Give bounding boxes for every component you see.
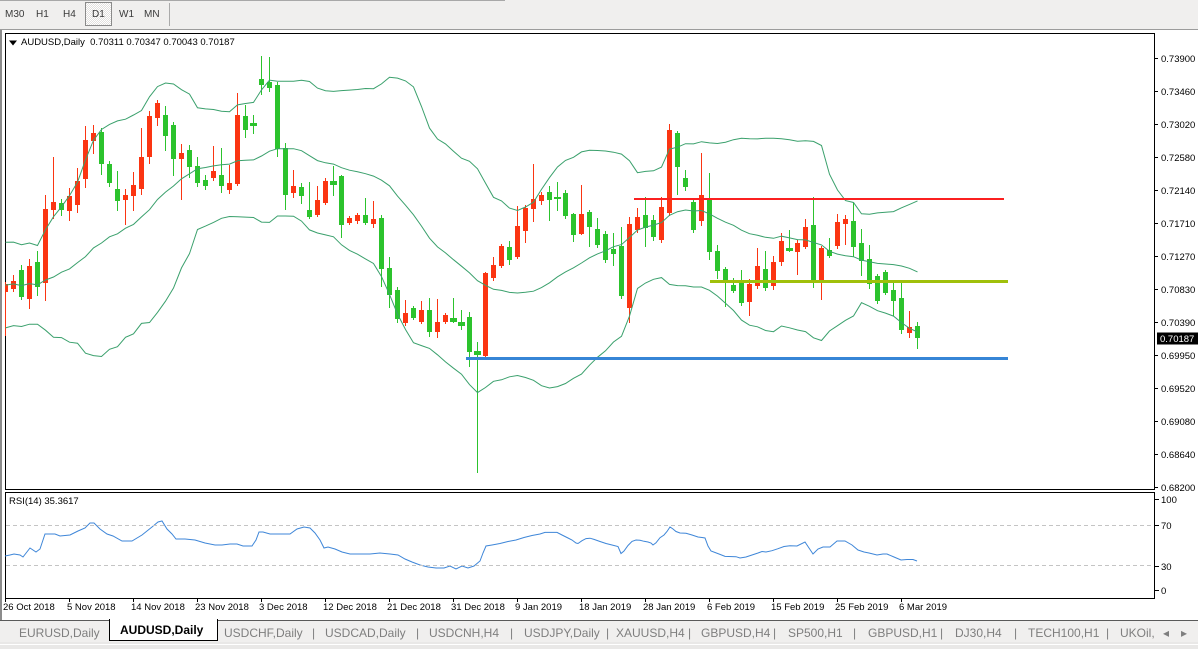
- svg-text:5 Nov 2018: 5 Nov 2018: [67, 602, 116, 613]
- svg-text:0.69520: 0.69520: [1161, 384, 1195, 395]
- svg-text:14 Nov 2018: 14 Nov 2018: [131, 602, 185, 613]
- svg-text:0.69950: 0.69950: [1161, 351, 1195, 362]
- svg-text:0.73460: 0.73460: [1161, 87, 1195, 98]
- svg-text:9 Jan 2019: 9 Jan 2019: [515, 602, 562, 613]
- svg-text:28 Jan 2019: 28 Jan 2019: [643, 602, 695, 613]
- svg-text:0.68200: 0.68200: [1161, 483, 1195, 494]
- svg-text:18 Jan 2019: 18 Jan 2019: [579, 602, 631, 613]
- svg-text:6 Feb 2019: 6 Feb 2019: [707, 602, 755, 613]
- svg-text:15 Feb 2019: 15 Feb 2019: [771, 602, 824, 613]
- svg-text:0.70187: 0.70187: [1160, 334, 1194, 345]
- svg-text:0.68640: 0.68640: [1161, 450, 1195, 461]
- svg-text:25 Feb 2019: 25 Feb 2019: [835, 602, 888, 613]
- svg-text:0.73020: 0.73020: [1161, 120, 1195, 131]
- svg-text:0.72580: 0.72580: [1161, 153, 1195, 164]
- svg-text:6 Mar 2019: 6 Mar 2019: [899, 602, 947, 613]
- svg-text:31 Dec 2018: 31 Dec 2018: [451, 602, 505, 613]
- svg-text:30: 30: [1161, 562, 1172, 573]
- svg-text:26 Oct 2018: 26 Oct 2018: [3, 602, 55, 613]
- svg-text:0.73900: 0.73900: [1161, 54, 1195, 65]
- svg-text:12 Dec 2018: 12 Dec 2018: [323, 602, 377, 613]
- svg-text:0.70830: 0.70830: [1161, 285, 1195, 296]
- svg-text:0.71710: 0.71710: [1161, 219, 1195, 230]
- svg-text:0.69080: 0.69080: [1161, 417, 1195, 428]
- svg-text:100: 100: [1161, 495, 1177, 506]
- svg-text:0: 0: [1161, 586, 1166, 597]
- svg-text:0.72140: 0.72140: [1161, 186, 1195, 197]
- svg-text:0.70390: 0.70390: [1161, 318, 1195, 329]
- svg-text:3 Dec 2018: 3 Dec 2018: [259, 602, 308, 613]
- svg-text:23 Nov 2018: 23 Nov 2018: [195, 602, 249, 613]
- svg-text:0.71270: 0.71270: [1161, 252, 1195, 263]
- svg-text:21 Dec 2018: 21 Dec 2018: [387, 602, 441, 613]
- svg-text:70: 70: [1161, 521, 1172, 532]
